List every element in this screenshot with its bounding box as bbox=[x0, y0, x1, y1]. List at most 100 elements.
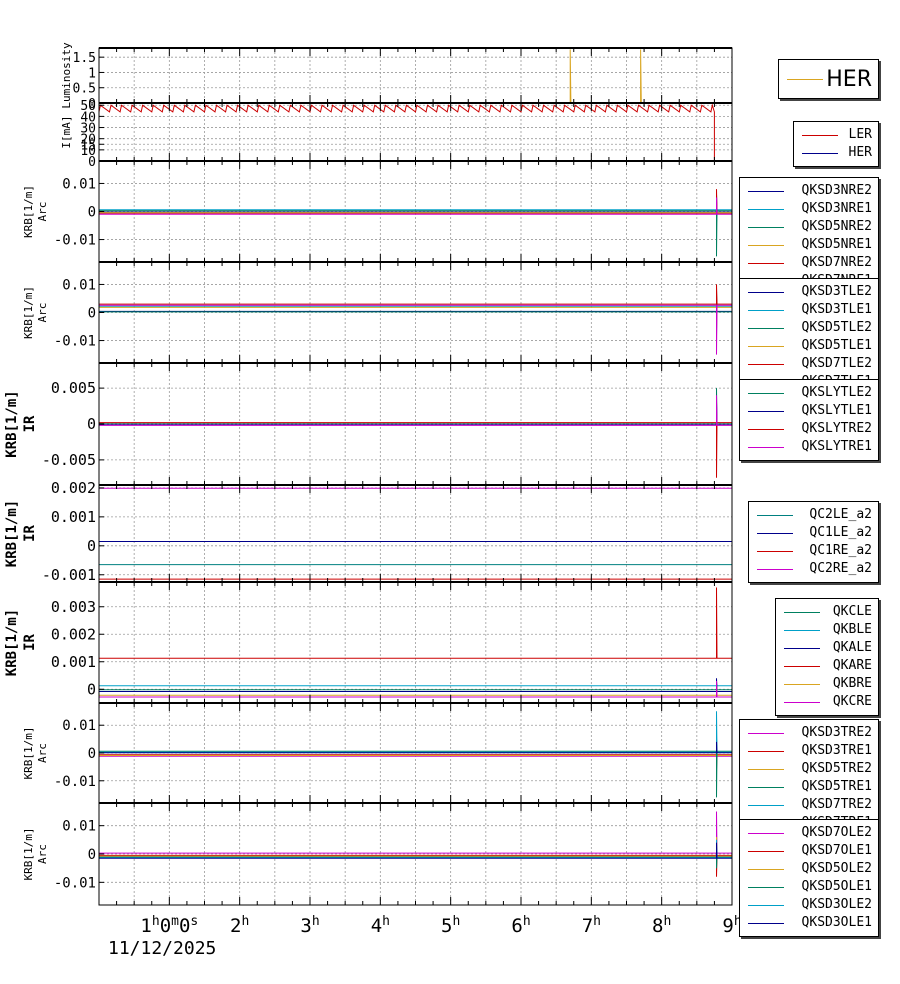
y-tick-label: 40 bbox=[80, 110, 96, 125]
legend-swatch bbox=[784, 630, 820, 631]
legend-label: QKSD5OLE2 bbox=[801, 861, 872, 876]
legend-entry: QKSD5TLE1 bbox=[740, 337, 878, 355]
y-axis-label: Luminosity bbox=[60, 42, 73, 109]
series-line-qkslytre1 bbox=[99, 395, 732, 426]
series-line-qksd5ole2 bbox=[99, 836, 732, 857]
legend-entry: QKSD7OLE2 bbox=[740, 824, 878, 842]
legend-label: QKSD5TLE2 bbox=[801, 320, 872, 335]
legend-entry: HER bbox=[779, 68, 878, 92]
y-axis-label-sub: Arc bbox=[36, 202, 49, 222]
x-tick-label: 5h bbox=[441, 914, 460, 937]
panel-3: -0.01 0 0.01 KRB[1/m] Arc bbox=[22, 160, 733, 263]
y-axis-label: KRB[1/m] bbox=[22, 828, 35, 881]
legend-label: QC2LE_a2 bbox=[809, 507, 872, 522]
legend-entry: QKSD5NRE2 bbox=[740, 218, 878, 236]
y-tick-label: 0.001 bbox=[51, 653, 96, 671]
legend-entry: QKSLYTRE2 bbox=[740, 420, 878, 438]
x-tick-label-part: 5 bbox=[441, 915, 452, 937]
x-tick-label-part: 8 bbox=[652, 915, 663, 937]
legend-label: HER bbox=[826, 67, 872, 92]
y-tick-label: 15 bbox=[80, 138, 96, 153]
legend-label: QKSD3NRE1 bbox=[801, 201, 872, 216]
legend-label: QKSLYTRE1 bbox=[801, 439, 872, 454]
legend-swatch bbox=[748, 905, 784, 906]
legend-entry: QKBRE bbox=[776, 675, 878, 693]
series-line-qksd3ole1 bbox=[99, 842, 732, 859]
legend-panel-2: LER HER bbox=[793, 121, 879, 167]
series-line-qksd7nre2 bbox=[99, 189, 732, 215]
legend-swatch bbox=[757, 569, 793, 570]
x-tick-label-part: 9 bbox=[722, 915, 733, 937]
y-tick-label: 0.005 bbox=[51, 379, 96, 397]
legend-label: QKSD5OLE1 bbox=[801, 879, 872, 894]
legend-swatch bbox=[748, 292, 784, 293]
y-axis-label: KRB[1/m] bbox=[22, 185, 35, 238]
y-axis-label-sub: Arc bbox=[36, 303, 49, 323]
legend-panel-9: QKSD7OLE2 QKSD7OLE1 QKSD5OLE2 QKSD5OLE1 QKSD… bbox=[739, 819, 879, 937]
x-tick-label-part: 2 bbox=[230, 915, 241, 937]
y-tick-label: -0.001 bbox=[42, 566, 96, 584]
x-tick-label-part: h bbox=[734, 914, 742, 929]
y-axis-label-sub: IR bbox=[22, 634, 38, 651]
y-axis-label-sub: Arc bbox=[36, 743, 49, 763]
legend-swatch bbox=[748, 923, 784, 924]
x-tick-label-part: 7 bbox=[582, 915, 593, 937]
x-tick-label-part: 3 bbox=[300, 915, 311, 937]
legend-label: QKCLE bbox=[832, 604, 872, 619]
legend-label: QKBRE bbox=[832, 676, 872, 691]
legend-entry: QKSD3NRE1 bbox=[740, 200, 878, 218]
x-tick-label-part: h bbox=[452, 914, 460, 929]
x-tick-label: 8h bbox=[652, 914, 671, 937]
y-tick-label: 10 bbox=[80, 144, 96, 159]
series-line-qksd3ole2 bbox=[99, 839, 732, 859]
y-tick-label: 0 bbox=[87, 537, 96, 555]
x-tick-label: 9h bbox=[722, 914, 741, 937]
panel-8: -0.01 0 0.01 KRB[1/m] Arc bbox=[22, 702, 733, 804]
y-tick-label: 0.003 bbox=[51, 598, 96, 616]
legend-label: QKSD5TRE1 bbox=[801, 779, 872, 794]
y-tick-label: 0 bbox=[88, 205, 96, 221]
series-line-qksd7tre1 bbox=[99, 741, 732, 754]
series-line-qkcre bbox=[99, 680, 732, 698]
y-tick-label: -0.01 bbox=[54, 774, 96, 790]
legend-entry: HER bbox=[794, 144, 878, 162]
y-tick-label: 0.01 bbox=[62, 176, 96, 192]
legend-label: QKSD3TRE1 bbox=[801, 743, 872, 758]
y-tick-label: 0.002 bbox=[51, 479, 96, 497]
legend-swatch bbox=[748, 263, 784, 264]
y-tick-label: -0.005 bbox=[42, 451, 96, 469]
y-tick-label: -0.01 bbox=[54, 875, 96, 891]
y-tick-label: -0.01 bbox=[54, 334, 96, 350]
legend-entry: QKSD3TRE1 bbox=[740, 742, 878, 760]
legend-swatch bbox=[802, 153, 838, 154]
y-tick-label: 0 bbox=[87, 680, 96, 698]
y-axis-label: KRB[1/m] bbox=[22, 727, 35, 780]
legend-swatch bbox=[748, 328, 784, 329]
y-tick-label: 1 bbox=[88, 66, 96, 81]
legend-swatch bbox=[748, 364, 784, 365]
series-line-qksd7nre1 bbox=[99, 197, 732, 215]
legend-swatch bbox=[748, 751, 784, 752]
legend-swatch bbox=[784, 684, 820, 685]
legend-entry: QKSD3NRE2 bbox=[740, 182, 878, 200]
y-tick-label: 20 bbox=[80, 133, 96, 148]
legend-entry: QKSD5TRE1 bbox=[740, 778, 878, 796]
series-line-qksd5ole1 bbox=[99, 856, 732, 869]
legend-entry: QKSD5OLE2 bbox=[740, 860, 878, 878]
legend-swatch bbox=[787, 79, 823, 80]
legend-panel-1: HER bbox=[778, 59, 879, 99]
legend-swatch bbox=[748, 787, 784, 788]
series-line-qkslytre2 bbox=[99, 422, 732, 478]
y-tick-label: 50 bbox=[80, 99, 96, 114]
legend-swatch bbox=[784, 612, 820, 613]
legend-entry: QC1RE_a2 bbox=[749, 542, 878, 560]
legend-entry: QKSLYTRE1 bbox=[740, 438, 878, 456]
legend-entry: QKSD3TRE2 bbox=[740, 724, 878, 742]
legend-swatch bbox=[748, 733, 784, 734]
series-line-qkale bbox=[99, 678, 732, 692]
panel-4: -0.01 0 0.01 KRB[1/m] Arc bbox=[22, 261, 733, 364]
legend-panel-8: QKSD3TRE2 QKSD3TRE1 QKSD5TRE2 QKSD5TRE1 QKSD… bbox=[739, 719, 879, 837]
legend-label: QKSD3NRE2 bbox=[801, 183, 872, 198]
legend-swatch bbox=[748, 769, 784, 770]
x-tick-label-part: 0 bbox=[160, 915, 171, 937]
